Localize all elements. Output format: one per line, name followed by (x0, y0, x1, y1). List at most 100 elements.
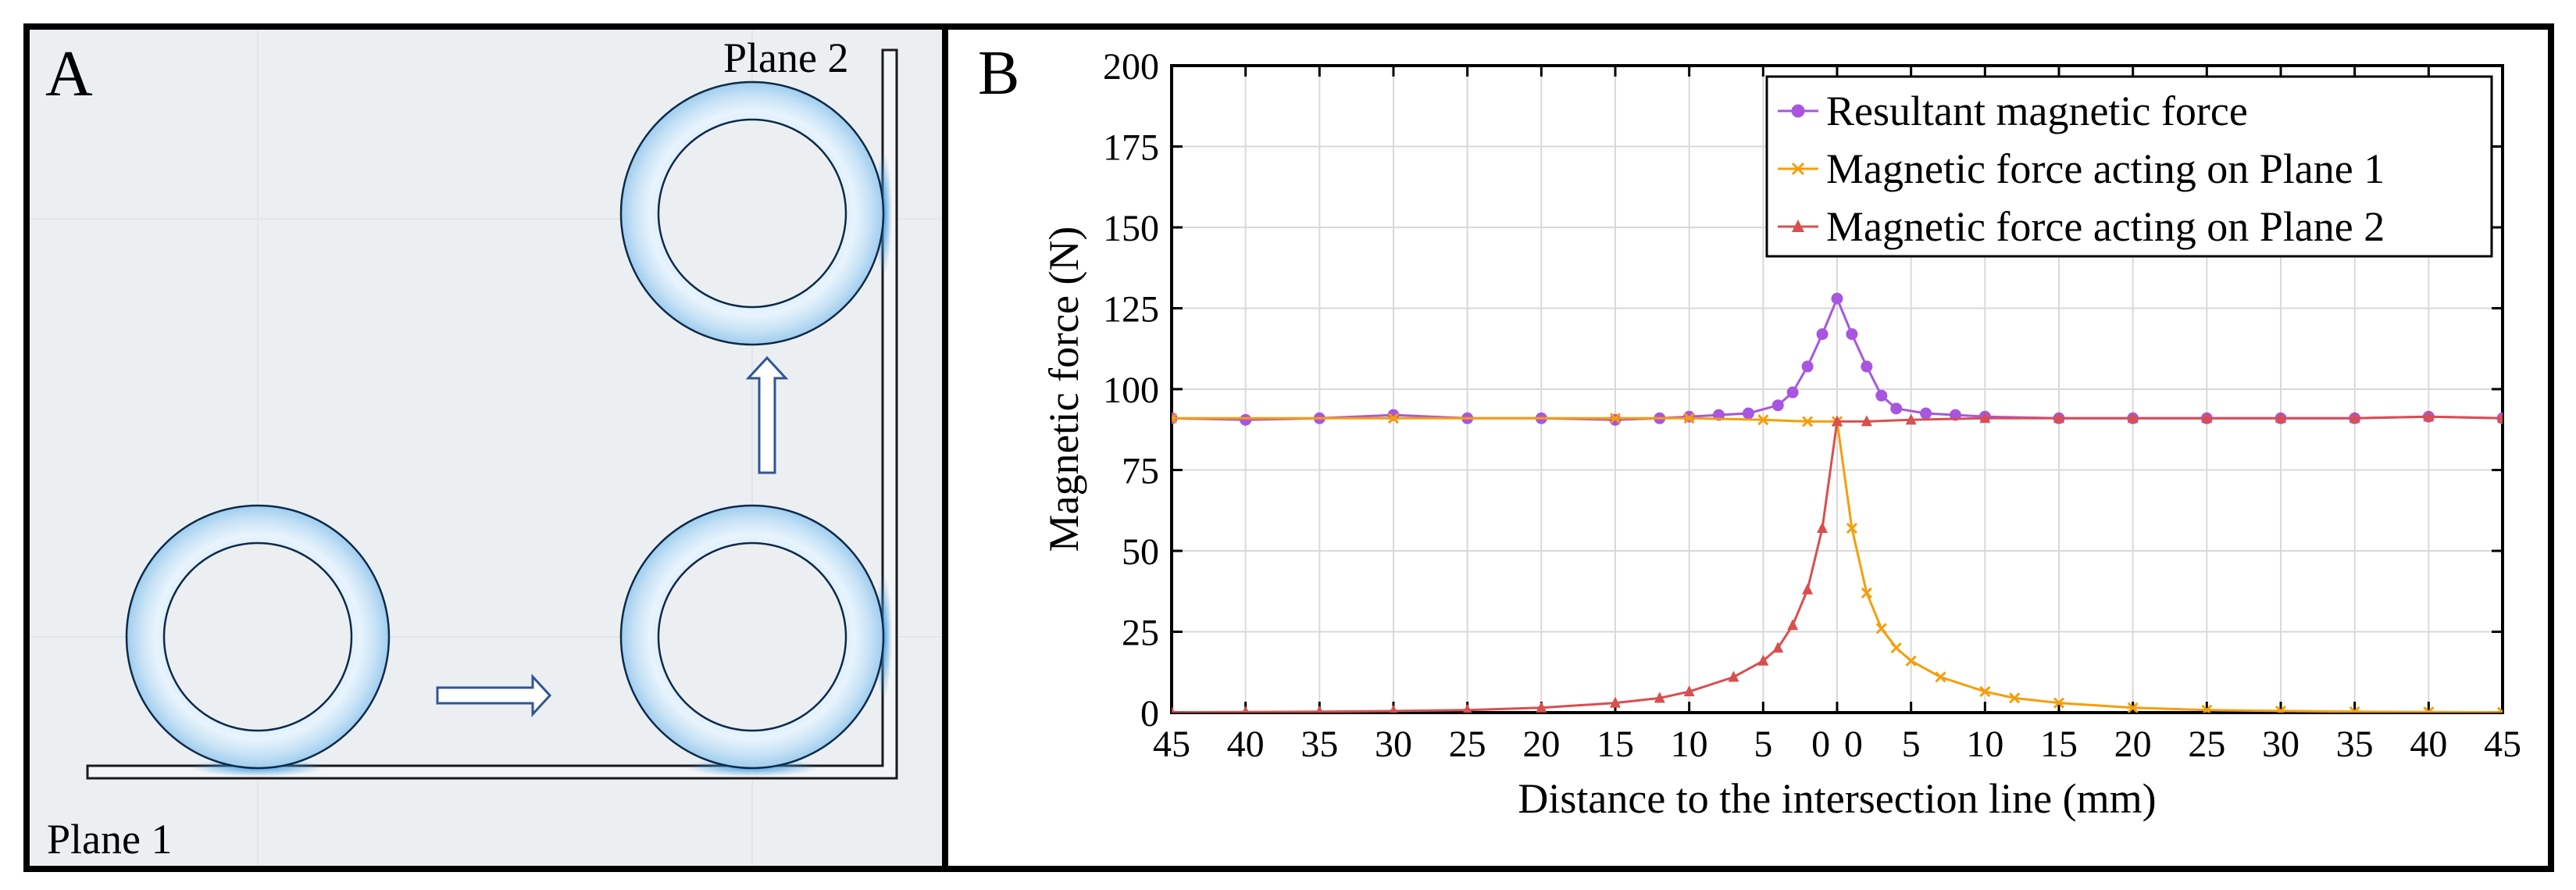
data-point (2497, 412, 2503, 424)
data-point (1979, 686, 1991, 698)
chart-series (1172, 292, 2503, 713)
plane-1-label: Plane 1 (47, 816, 172, 863)
x-tick-label: 35 (1300, 724, 1338, 765)
legend-swatch-marker (1792, 220, 1804, 232)
data-point (1610, 696, 1621, 708)
data-point (2127, 702, 2139, 713)
right-arrow-icon (436, 674, 552, 717)
data-point (1935, 671, 1946, 683)
y-tick-label: 75 (1122, 451, 1159, 492)
x-tick-label: 15 (2040, 724, 2078, 765)
x-tick-label: 30 (2262, 724, 2299, 765)
x-tick-label: 30 (1375, 724, 1412, 765)
data-point (1757, 414, 1769, 426)
series-3 (1172, 410, 2503, 713)
plane-2-label: Plane 2 (723, 34, 848, 81)
data-point (1905, 413, 1917, 425)
series-line (1172, 416, 2503, 713)
data-point (1831, 292, 1843, 305)
y-axis-label: Magnetic force (N) (1040, 227, 1087, 552)
legend-swatch-marker (1791, 104, 1805, 118)
panel-b-label: B (978, 39, 1019, 108)
data-point (1890, 402, 1903, 415)
legend-item: Magnetic force acting on Plane 2 (1778, 203, 2385, 250)
data-point (1979, 412, 1991, 424)
data-point (2127, 412, 2139, 424)
x-tick-label: 40 (1227, 724, 1265, 765)
data-point (2423, 706, 2435, 713)
panel-a-label: A (45, 38, 93, 110)
x-tick-label: 0 (1811, 724, 1830, 765)
data-point (2201, 704, 2213, 713)
data-point (1802, 416, 1814, 427)
data-point (1536, 701, 1547, 713)
data-point (1772, 642, 1784, 653)
data-point (1861, 587, 1872, 599)
series-2 (1172, 413, 2503, 713)
data-point (1890, 642, 1902, 654)
x-tick-label: 10 (1966, 724, 2003, 765)
data-point (1654, 692, 1665, 703)
ring-magnet-left (125, 504, 391, 770)
data-point (1728, 670, 1739, 682)
legend-swatch-marker (1791, 162, 1805, 176)
data-point (1742, 407, 1754, 420)
data-point (1172, 706, 1176, 713)
data-point (1875, 389, 1888, 402)
data-point (1846, 328, 1858, 341)
data-point (1816, 328, 1829, 341)
data-point (2275, 705, 2287, 713)
y-tick-label: 25 (1122, 613, 1159, 654)
data-point (2201, 412, 2213, 424)
data-point (1683, 685, 1695, 697)
chart-legend: Resultant magnetic force Magnetic force a… (1765, 75, 2493, 258)
data-point (1683, 413, 1695, 424)
legend-label: Resultant magnetic force (1826, 88, 2248, 134)
data-point (1240, 413, 1252, 426)
data-point (2349, 706, 2360, 713)
data-point (1787, 619, 1799, 631)
x-tick-label: 25 (1449, 724, 1486, 765)
data-point (1905, 655, 1917, 667)
y-tick-label: 100 (1103, 370, 1159, 411)
data-point (1832, 415, 1843, 427)
x-tick-label: 40 (2410, 724, 2447, 765)
x-tick-label: 10 (1671, 724, 1708, 765)
data-point (2053, 697, 2065, 709)
data-point (1861, 415, 1872, 427)
data-point (1172, 413, 1178, 424)
x-tick-label: 45 (2484, 724, 2521, 765)
ring-magnet-top (619, 80, 885, 346)
data-point (1242, 706, 1250, 713)
data-point (2009, 692, 2021, 704)
data-point (1846, 522, 1857, 534)
y-tick-label: 125 (1103, 289, 1159, 331)
data-point (1875, 623, 1887, 634)
panel-b-frame (942, 23, 2554, 872)
legend-label: Magnetic force acting on Plane 2 (1826, 203, 2385, 250)
data-point (1802, 583, 1814, 595)
x-tick-label: 20 (1522, 724, 1560, 765)
data-point (1757, 654, 1769, 666)
x-tick-label: 45 (1153, 724, 1190, 765)
y-tick-label: 0 (1140, 693, 1159, 735)
data-point (1786, 386, 1799, 399)
data-point (1609, 413, 1622, 424)
data-point (1387, 413, 1400, 424)
legend-box (1765, 75, 2493, 258)
x-tick-label: 35 (2336, 724, 2374, 765)
x-tick-label: 0 (1844, 724, 1863, 765)
data-point (1817, 522, 1829, 534)
x-tick-label: 15 (1597, 724, 1634, 765)
data-point (1801, 360, 1814, 373)
data-point (1315, 705, 1323, 713)
y-tick-label: 50 (1122, 531, 1159, 573)
legend-label: Magnetic force acting on Plane 1 (1826, 145, 2385, 192)
x-tick-label: 5 (1902, 724, 1921, 765)
plane-walls (86, 48, 898, 780)
x-tick-label: 25 (2188, 724, 2225, 765)
ring-magnet-corner (619, 504, 885, 770)
